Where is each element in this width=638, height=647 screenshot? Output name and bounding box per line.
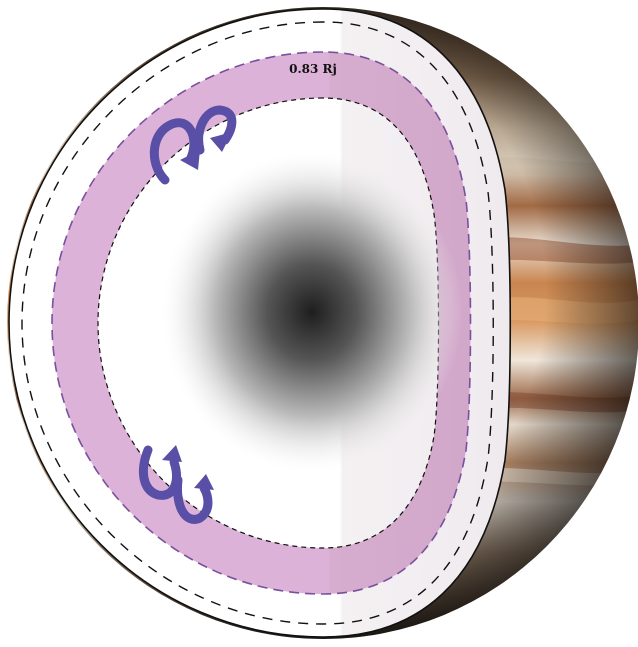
convection-arrow-icon	[138, 445, 214, 524]
convective-layer	[52, 52, 471, 594]
core	[162, 152, 462, 472]
convection-arrow-icon	[149, 105, 237, 185]
boundary-label: 0.83 Rj	[289, 62, 337, 76]
cross-section	[8, 8, 512, 638]
